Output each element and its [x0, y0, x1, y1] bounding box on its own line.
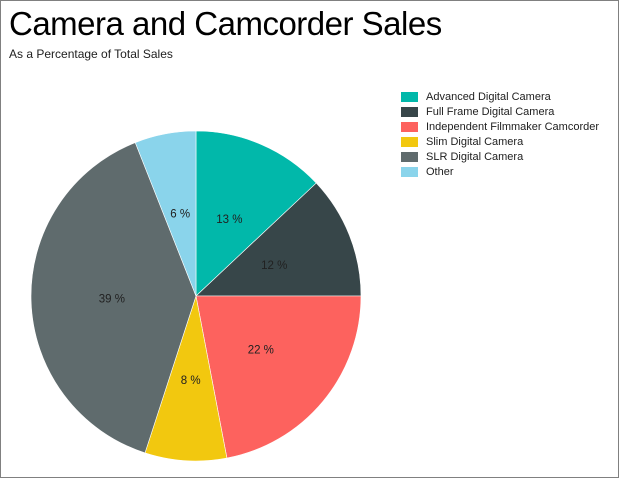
- legend-label: Full Frame Digital Camera: [426, 105, 555, 118]
- legend-label: Independent Filmmaker Camcorder: [426, 120, 600, 133]
- legend-swatch-icon: [401, 106, 418, 117]
- legend-swatch-icon: [401, 166, 418, 177]
- legend-item-independent-filmmaker-camcorder[interactable]: Independent Filmmaker Camcorder: [401, 119, 599, 134]
- pie-data-label: 6 %: [170, 208, 190, 220]
- pie-data-label: 22 %: [248, 345, 274, 357]
- legend-label: Advanced Digital Camera: [426, 90, 551, 103]
- pie-slice-other[interactable]: [134, 130, 197, 297]
- chart-subtitle: As a Percentage of Total Sales: [9, 47, 173, 61]
- legend-swatch-icon: [401, 121, 418, 132]
- legend-label: Other: [426, 165, 454, 178]
- pie-slice-advanced-digital-camera[interactable]: [195, 130, 317, 297]
- legend: Advanced Digital Camera Full Frame Digita…: [401, 89, 599, 179]
- pie-data-label: 39 %: [99, 294, 125, 306]
- pie-slice-independent-filmmaker-camcorder[interactable]: [195, 295, 362, 459]
- legend-label: Slim Digital Camera: [426, 135, 524, 148]
- legend-swatch-icon: [401, 151, 418, 162]
- pie-slice-slr-digital-camera[interactable]: [30, 142, 197, 454]
- legend-label: SLR Digital Camera: [426, 150, 524, 163]
- legend-swatch-icon: [401, 91, 418, 102]
- pie-data-label: 13 %: [216, 214, 242, 226]
- pie-slice-full-frame-digital-camera[interactable]: [195, 182, 362, 297]
- legend-swatch-icon: [401, 136, 418, 147]
- pie-data-label: 12 %: [261, 260, 287, 272]
- legend-item-other[interactable]: Other: [401, 164, 599, 179]
- legend-item-advanced-digital-camera[interactable]: Advanced Digital Camera: [401, 89, 599, 104]
- legend-item-slim-digital-camera[interactable]: Slim Digital Camera: [401, 134, 599, 149]
- legend-item-full-frame-digital-camera[interactable]: Full Frame Digital Camera: [401, 104, 599, 119]
- legend-item-slr-digital-camera[interactable]: SLR Digital Camera: [401, 149, 599, 164]
- pie-data-label: 8 %: [181, 375, 201, 387]
- chart-title: Camera and Camcorder Sales: [9, 5, 442, 42]
